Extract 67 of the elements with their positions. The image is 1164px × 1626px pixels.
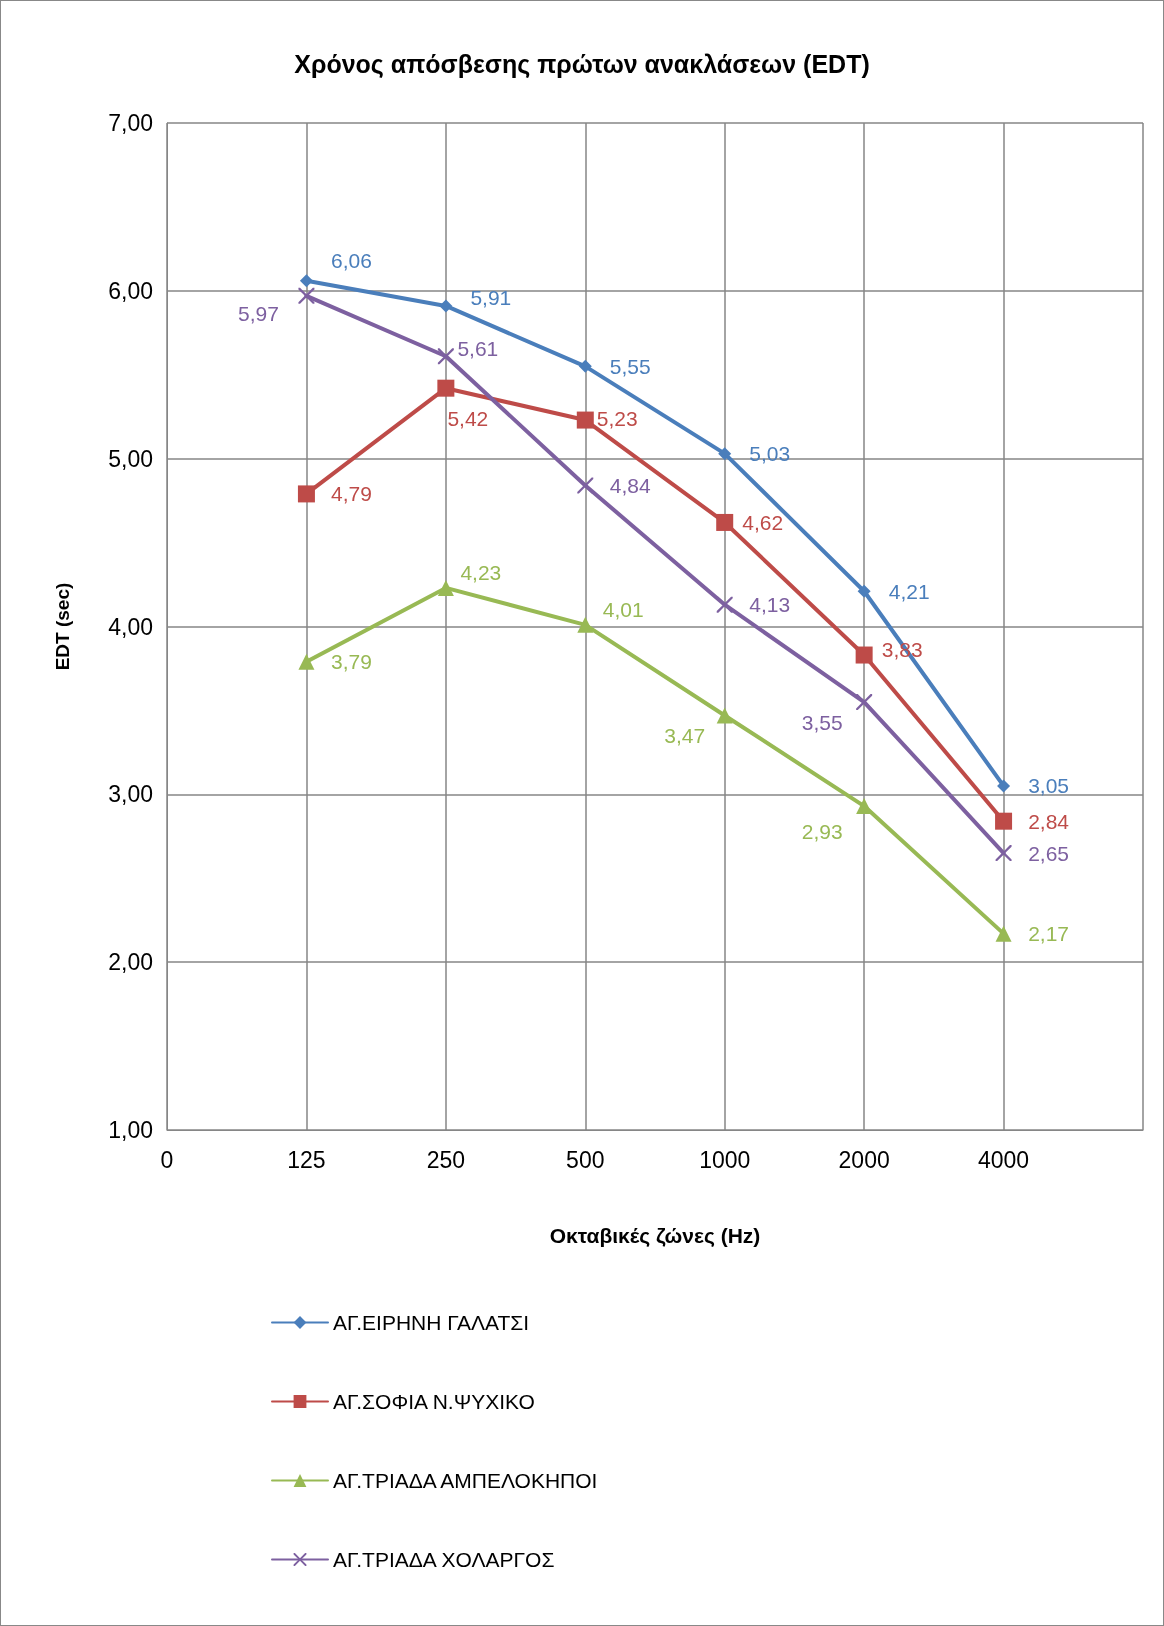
y-tick-label: 6,00 — [108, 277, 153, 304]
data-label: 3,05 — [1028, 774, 1070, 798]
data-label: 2,84 — [1028, 809, 1070, 833]
data-label: 5,97 — [237, 302, 279, 326]
point — [716, 707, 733, 724]
data-label: 4,84 — [609, 474, 652, 498]
point — [995, 845, 1012, 862]
chart-title: Χρόνος απόσβεσης πρώτων ανακλάσεων (EDT) — [294, 49, 870, 79]
point — [995, 812, 1013, 830]
point — [576, 411, 594, 429]
data-label: 4,79 — [330, 482, 372, 506]
legend-label: ΑΓ.ΕΙΡΗΝΗ ΓΑΛΑΤΣΙ — [333, 1311, 530, 1334]
point — [578, 359, 592, 373]
point — [298, 653, 315, 670]
point — [298, 287, 315, 304]
data-label: 4,01 — [602, 598, 644, 622]
data-label: 4,21 — [888, 579, 930, 603]
data-label: 2,17 — [1028, 922, 1070, 946]
data-label: 3,55 — [801, 710, 843, 734]
point — [299, 274, 313, 288]
point — [716, 596, 733, 613]
data-label: 5,61 — [457, 336, 499, 360]
x-tick-label: 4000 — [977, 1146, 1030, 1173]
legend-label: ΑΓ.ΤΡΙΑΔΑ ΑΜΠΕΛΟΚΗΠΟΙ — [333, 1469, 598, 1492]
y-tick-label: 1,00 — [108, 1117, 153, 1143]
data-label: 4,13 — [749, 593, 791, 617]
x-tick-label: 250 — [426, 1146, 466, 1173]
point — [995, 925, 1012, 942]
point — [855, 646, 873, 664]
point — [437, 579, 454, 596]
data-label: 5,03 — [749, 442, 791, 466]
data-label: 2,93 — [801, 819, 843, 843]
data-label: 4,23 — [460, 561, 502, 585]
data-label: 5,91 — [470, 286, 512, 310]
data-label: 2,65 — [1028, 841, 1070, 865]
data-label: 6,06 — [330, 249, 372, 273]
y-tick-label: 7,00 — [108, 110, 153, 136]
point — [856, 694, 873, 711]
legend-label: ΑΓ.ΣΟΦΙΑ Ν.ΨΥΧΙΚΟ — [333, 1390, 535, 1413]
x-tick-label: 2000 — [838, 1146, 890, 1173]
data-label: 5,23 — [596, 406, 638, 430]
data-label: 4,62 — [742, 510, 784, 534]
legend-label: ΑΓ.ΤΡΙΑΔΑ ΧΟΛΑΡΓΟΣ — [333, 1548, 555, 1571]
x-tick-label: 0 — [160, 1146, 174, 1173]
x-tick-label: 125 — [287, 1146, 326, 1173]
point — [857, 584, 871, 598]
point — [577, 616, 594, 633]
y-axis-title: EDT (sec) — [52, 582, 73, 671]
point — [437, 379, 455, 397]
point — [997, 779, 1011, 793]
point — [437, 348, 454, 365]
x-tick-label: 1000 — [699, 1146, 751, 1173]
point — [577, 477, 594, 494]
x-tick-label: 500 — [566, 1146, 605, 1173]
y-tick-label: 3,00 — [108, 781, 153, 808]
data-label: 3,79 — [330, 650, 372, 674]
x-axis-title: Οκταβικές ζώνες (Hz) — [549, 1224, 761, 1248]
point — [297, 485, 315, 503]
point — [716, 513, 734, 531]
point — [439, 299, 453, 313]
point — [718, 447, 732, 461]
y-tick-label: 5,00 — [108, 445, 153, 472]
y-tick-label: 4,00 — [108, 613, 153, 640]
data-label: 3,47 — [664, 723, 706, 747]
y-tick-label: 2,00 — [108, 949, 153, 976]
data-label: 5,55 — [609, 354, 651, 378]
data-label: 5,42 — [447, 406, 489, 430]
